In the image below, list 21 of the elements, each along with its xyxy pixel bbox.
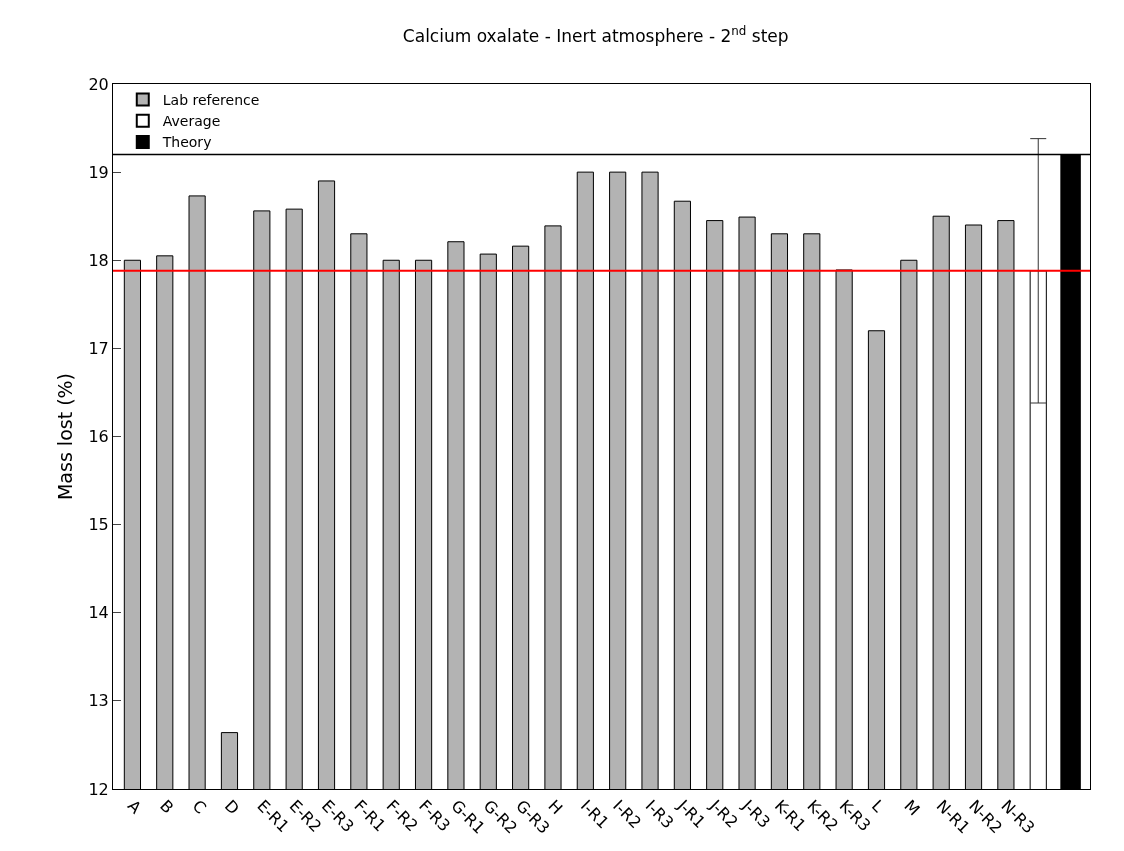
x-tick-label: A: [123, 796, 146, 818]
y-tick-label: 14: [88, 603, 109, 623]
legend-label: Lab reference: [162, 92, 260, 109]
y-tick-label: 19: [88, 162, 109, 182]
y-tick-label: 15: [88, 515, 109, 535]
y-tick-label: 16: [88, 427, 109, 447]
y-tick-label: 13: [88, 691, 109, 711]
y-tick-label: 20: [88, 74, 109, 94]
y-tick-label: 12: [88, 779, 109, 799]
y-tick-label: 18: [88, 250, 109, 270]
x-tick-label: H: [544, 796, 567, 819]
chart-title: Calcium oxalate - Inert atmosphere - 2$^{nd}$ step: [402, 23, 789, 46]
x-tick-label: M: [900, 796, 924, 820]
x-tick-label: B: [156, 796, 178, 818]
x-tick-label: D: [220, 796, 244, 819]
y-tick-label: 17: [88, 338, 109, 358]
legend-label: Average: [162, 113, 221, 130]
legend-label: Theory: [161, 134, 212, 151]
x-tick-label: L: [867, 796, 888, 817]
y-axis-title: Mass lost (%): [54, 372, 77, 501]
x-tick-label: C: [188, 796, 210, 818]
